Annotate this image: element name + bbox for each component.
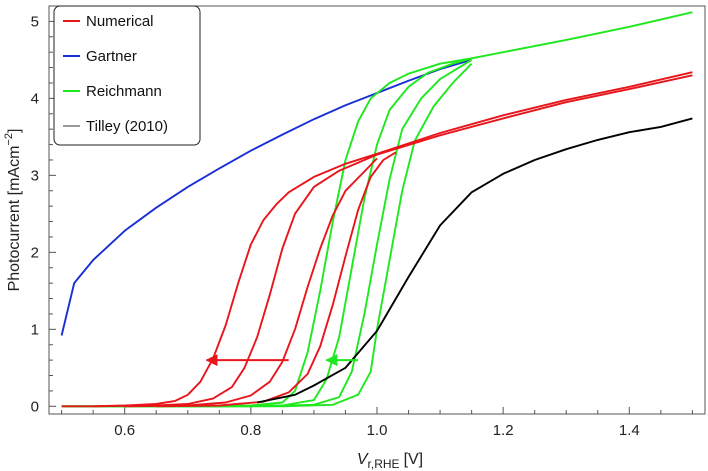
x-tick-label: 1.2 — [493, 422, 514, 439]
axis-tick-labels: 0.6 0.8 1.0 1.2 1.4 0 1 2 3 4 5 — [31, 13, 640, 439]
series-line-numerical-4 — [156, 151, 397, 408]
y-axis-label-main: Photocurrent [mAcm — [6, 146, 23, 292]
y-tick-label: 0 — [31, 398, 39, 415]
x-tick-label: 0.8 — [240, 422, 261, 439]
legend-box — [53, 5, 201, 146]
legend-label-gartner: Gartner — [86, 48, 137, 65]
series-line-reichmann-1 — [61, 11, 693, 408]
series-line-numerical-3 — [124, 157, 378, 408]
x-axis-label-sub: r,RHE — [368, 457, 400, 471]
x-axis-label-unit: [V] — [404, 451, 424, 468]
x-tick-label: 0.6 — [114, 422, 135, 439]
data-series — [60, 11, 693, 408]
axis-ticks — [49, 20, 693, 414]
y-tick-label: 1 — [31, 321, 39, 338]
y-axis-label-sup: −2 — [3, 133, 15, 146]
series-line-numerical-1 — [61, 71, 693, 408]
y-axis-label-close: ] — [6, 129, 23, 133]
legend-label-numerical: Numerical — [86, 13, 154, 30]
x-axis-label: Vr,RHE [V] — [357, 451, 423, 471]
y-tick-label: 5 — [31, 13, 39, 30]
y-axis-label: Photocurrent [mAcm−2] — [3, 129, 23, 292]
series-line-gartner — [60, 58, 472, 336]
x-tick-label: 1.4 — [619, 422, 640, 439]
y-tick-label: 2 — [31, 244, 39, 261]
legend: Numerical Gartner Reichmann Tilley (2010… — [53, 5, 201, 146]
legend-label-reichmann: Reichmann — [86, 83, 162, 100]
series-line-reichmann-4 — [61, 63, 473, 408]
series-line-numerical-2 — [93, 74, 693, 408]
y-tick-label: 3 — [31, 167, 39, 184]
x-axis-label-main: V — [357, 451, 369, 468]
x-tick-label: 1.0 — [367, 422, 388, 439]
series-line-tilley-2010 — [257, 117, 693, 404]
legend-label-tilley: Tilley (2010) — [86, 118, 168, 135]
y-tick-label: 4 — [31, 90, 39, 107]
